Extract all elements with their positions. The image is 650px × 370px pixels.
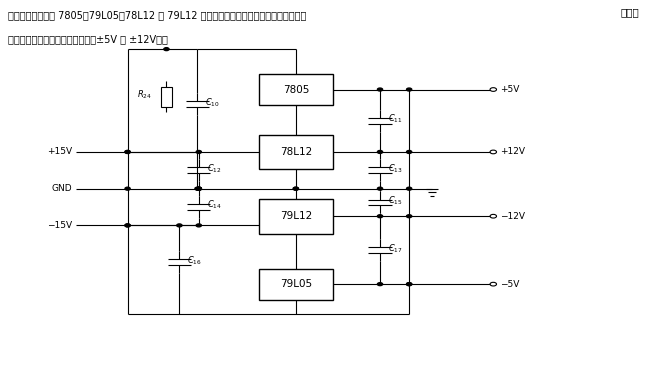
FancyBboxPatch shape	[259, 199, 333, 234]
Text: $C_{10}$: $C_{10}$	[205, 96, 220, 109]
Text: 79L12: 79L12	[280, 211, 312, 221]
Circle shape	[177, 224, 182, 227]
Circle shape	[406, 151, 411, 154]
Circle shape	[196, 187, 202, 190]
Circle shape	[378, 151, 383, 154]
Text: $C_{15}$: $C_{15}$	[388, 194, 402, 207]
Text: $R_{24}$: $R_{24}$	[137, 89, 152, 101]
Circle shape	[125, 224, 130, 227]
Circle shape	[125, 151, 130, 154]
Circle shape	[164, 48, 169, 51]
Circle shape	[125, 187, 130, 190]
Text: +15V: +15V	[47, 148, 73, 157]
Circle shape	[196, 187, 202, 190]
Text: −5V: −5V	[500, 280, 519, 289]
Text: 偿电路提供性能稳定的工作电压（±5V 和 ±12V）。: 偿电路提供性能稳定的工作电压（±5V 和 ±12V）。	[8, 34, 168, 44]
Text: $C_{14}$: $C_{14}$	[207, 199, 222, 211]
Circle shape	[293, 187, 298, 190]
Circle shape	[293, 187, 298, 190]
Circle shape	[378, 215, 383, 218]
Circle shape	[378, 283, 383, 286]
Text: $C_{16}$: $C_{16}$	[187, 254, 202, 266]
Text: $C_{17}$: $C_{17}$	[388, 242, 402, 255]
Text: −15V: −15V	[47, 221, 73, 230]
Circle shape	[195, 187, 200, 190]
Text: 由三端电压调整器 7805、79L05、78L12 和 79L12 构成，给压电泵驱动电路、电桥电路和补: 由三端电压调整器 7805、79L05、78L12 和 79L12 构成，给压电…	[8, 11, 306, 21]
Circle shape	[196, 187, 202, 190]
Circle shape	[196, 151, 202, 154]
FancyBboxPatch shape	[161, 87, 172, 107]
Text: 7805: 7805	[283, 84, 309, 94]
FancyBboxPatch shape	[259, 269, 333, 300]
Text: GND: GND	[52, 184, 73, 193]
Circle shape	[406, 88, 411, 91]
Text: −12V: −12V	[500, 212, 525, 221]
Text: 该电路: 该电路	[620, 7, 639, 17]
Text: $C_{13}$: $C_{13}$	[388, 162, 402, 175]
Circle shape	[406, 187, 411, 190]
Text: $C_{11}$: $C_{11}$	[388, 112, 402, 125]
Circle shape	[125, 224, 130, 227]
FancyBboxPatch shape	[259, 74, 333, 105]
Text: +5V: +5V	[500, 85, 519, 94]
Text: 79L05: 79L05	[280, 279, 312, 289]
Circle shape	[406, 215, 411, 218]
Text: $C_{12}$: $C_{12}$	[207, 162, 221, 175]
Circle shape	[378, 187, 383, 190]
FancyBboxPatch shape	[259, 135, 333, 169]
Circle shape	[406, 283, 411, 286]
Circle shape	[196, 187, 202, 190]
Circle shape	[125, 151, 130, 154]
Text: 78L12: 78L12	[280, 147, 312, 157]
Circle shape	[378, 88, 383, 91]
Circle shape	[406, 283, 411, 286]
Text: +12V: +12V	[500, 148, 525, 157]
Circle shape	[196, 224, 202, 227]
